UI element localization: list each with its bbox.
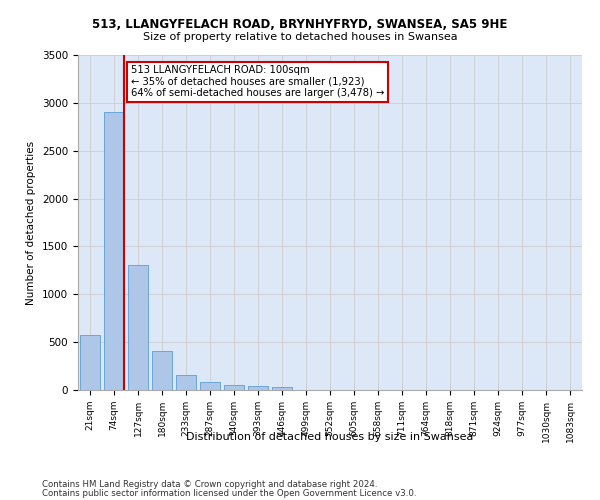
Bar [224,384,244,390]
Bar [248,386,268,390]
Bar [104,112,124,390]
Text: Size of property relative to detached houses in Swansea: Size of property relative to detached ho… [143,32,457,42]
Bar [128,264,148,390]
Text: Contains public sector information licensed under the Open Government Licence v3: Contains public sector information licen… [42,488,416,498]
Bar [272,386,292,390]
Text: 513, LLANGYFELACH ROAD, BRYNHYFRYD, SWANSEA, SA5 9HE: 513, LLANGYFELACH ROAD, BRYNHYFRYD, SWAN… [92,18,508,30]
Y-axis label: Number of detached properties: Number of detached properties [26,140,37,304]
Bar [200,382,220,390]
Text: Distribution of detached houses by size in Swansea: Distribution of detached houses by size … [187,432,473,442]
Text: 513 LLANGYFELACH ROAD: 100sqm
← 35% of detached houses are smaller (1,923)
64% o: 513 LLANGYFELACH ROAD: 100sqm ← 35% of d… [131,65,384,98]
Bar [80,336,100,390]
Bar [152,351,172,390]
Bar [176,375,196,390]
Text: Contains HM Land Registry data © Crown copyright and database right 2024.: Contains HM Land Registry data © Crown c… [42,480,377,489]
